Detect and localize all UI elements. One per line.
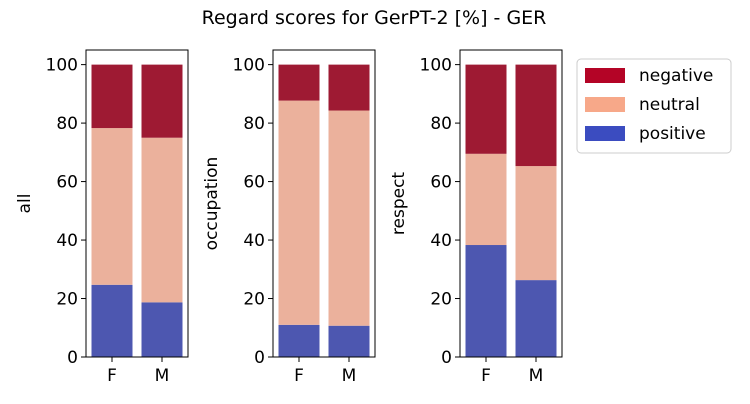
y-tick-label-respect-0: 0: [441, 348, 452, 368]
legend-swatch-negative: [585, 68, 625, 83]
y-tick-label-all-20: 20: [56, 290, 78, 310]
bar-occupation-m-negative: [328, 64, 370, 111]
legend-label-neutral: neutral: [639, 95, 700, 115]
y-axis-label-respect: respect: [389, 172, 409, 236]
bar-occupation-m-neutral: [328, 110, 370, 326]
bar-respect-m-positive: [515, 280, 557, 357]
legend-label-negative: negative: [639, 66, 713, 86]
legend-swatch-positive: [585, 126, 625, 141]
y-tick-label-all-100: 100: [46, 56, 78, 76]
x-tick-label-occupation-m: M: [342, 366, 357, 386]
y-tick-label-respect-40: 40: [430, 231, 452, 251]
y-axis-label-all: all: [15, 194, 35, 214]
legend-label-positive: positive: [639, 124, 706, 144]
x-tick-label-all-f: F: [107, 366, 117, 386]
bar-respect-f-neutral: [465, 153, 507, 246]
legend: negative neutral positive: [576, 58, 732, 154]
y-tick-label-respect-20: 20: [430, 290, 452, 310]
legend-swatch-neutral: [585, 97, 625, 112]
axes-frame-occupation: [272, 49, 376, 358]
y-tick-label-all-0: 0: [67, 348, 78, 368]
y-tick-label-occupation-60: 60: [243, 173, 265, 193]
y-tick-label-occupation-20: 20: [243, 290, 265, 310]
bar-all-f-neutral: [91, 128, 133, 285]
y-tick-label-respect-60: 60: [430, 173, 452, 193]
x-tick-label-occupation-f: F: [294, 366, 304, 386]
y-axis-label-occupation: occupation: [202, 157, 222, 251]
chart-title: Regard scores for GerPT-2 [%] - GER: [202, 7, 547, 29]
x-tick-label-respect-f: F: [481, 366, 491, 386]
y-tick-label-respect-100: 100: [420, 56, 452, 76]
bar-all-m-negative: [141, 64, 183, 138]
axes-frame-all: [85, 49, 189, 358]
bar-all-f-negative: [91, 64, 133, 129]
bar-respect-m-negative: [515, 64, 557, 167]
x-tick-label-respect-m: M: [529, 366, 544, 386]
y-tick-label-all-80: 80: [56, 114, 78, 134]
bar-respect-f-negative: [465, 64, 507, 154]
y-tick-label-respect-80: 80: [430, 114, 452, 134]
x-tick-label-all-m: M: [155, 366, 170, 386]
bar-all-m-neutral: [141, 137, 183, 303]
y-tick-label-occupation-80: 80: [243, 114, 265, 134]
bar-all-m-positive: [141, 302, 183, 357]
y-tick-label-occupation-0: 0: [254, 348, 265, 368]
bar-occupation-f-positive: [278, 324, 320, 357]
bar-occupation-f-neutral: [278, 100, 320, 325]
y-tick-label-all-60: 60: [56, 173, 78, 193]
bar-occupation-f-negative: [278, 64, 320, 101]
bar-respect-m-neutral: [515, 166, 557, 281]
bar-occupation-m-positive: [328, 325, 370, 357]
bar-respect-f-positive: [465, 245, 507, 357]
y-tick-label-occupation-40: 40: [243, 231, 265, 251]
axes-frame-respect: [459, 49, 563, 358]
y-tick-label-occupation-100: 100: [233, 56, 265, 76]
y-tick-label-all-40: 40: [56, 231, 78, 251]
bar-all-f-positive: [91, 284, 133, 357]
